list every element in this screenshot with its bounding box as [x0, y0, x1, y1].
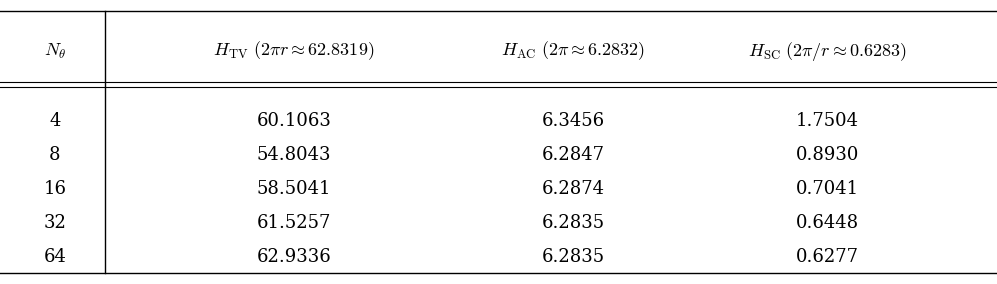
Text: $H_{\mathrm{AC}}\ (2\pi \approx 6.2832)$: $H_{\mathrm{AC}}\ (2\pi \approx 6.2832)$ [501, 40, 645, 62]
Text: $N_\theta$: $N_\theta$ [44, 41, 66, 61]
Text: 0.7041: 0.7041 [796, 180, 859, 198]
Text: $H_{\mathrm{TV}}\ (2\pi r \approx 62.8319)$: $H_{\mathrm{TV}}\ (2\pi r \approx 62.831… [213, 40, 375, 62]
Text: 0.8930: 0.8930 [796, 146, 859, 164]
Text: 32: 32 [44, 214, 66, 232]
Text: 6.2835: 6.2835 [541, 248, 605, 266]
Text: 6.2835: 6.2835 [541, 214, 605, 232]
Text: 60.1063: 60.1063 [256, 112, 332, 130]
Text: 54.8043: 54.8043 [257, 146, 331, 164]
Text: 6.2847: 6.2847 [541, 146, 605, 164]
Text: 58.5041: 58.5041 [257, 180, 331, 198]
Text: 62.9336: 62.9336 [257, 248, 331, 266]
Text: $H_{\mathrm{SC}}\ (2\pi/r \approx 0.6283)$: $H_{\mathrm{SC}}\ (2\pi/r \approx 0.6283… [748, 40, 907, 62]
Text: 0.6277: 0.6277 [796, 248, 859, 266]
Text: 64: 64 [44, 248, 66, 266]
Text: 6.2874: 6.2874 [541, 180, 605, 198]
Text: 6.3456: 6.3456 [541, 112, 605, 130]
Text: 61.5257: 61.5257 [257, 214, 331, 232]
Text: 4: 4 [49, 112, 61, 130]
Text: 8: 8 [49, 146, 61, 164]
Text: 16: 16 [43, 180, 67, 198]
Text: 0.6448: 0.6448 [796, 214, 859, 232]
Text: 1.7504: 1.7504 [796, 112, 859, 130]
